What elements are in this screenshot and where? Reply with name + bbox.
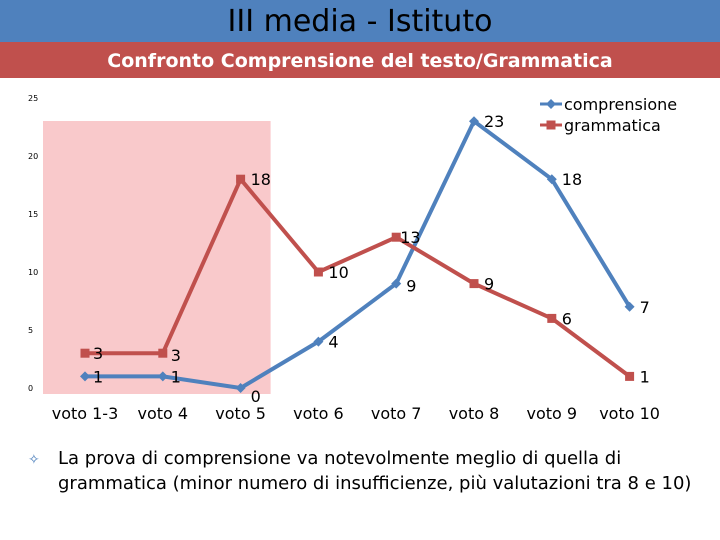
grammatica-data-label: 13 bbox=[400, 228, 420, 247]
grammatica-point bbox=[469, 279, 479, 289]
grammatica-point bbox=[80, 348, 90, 358]
grammatica-point bbox=[236, 174, 246, 184]
comprensione-point bbox=[469, 116, 479, 127]
grammatica-data-label: 10 bbox=[328, 263, 348, 282]
x-tick-label: voto 4 bbox=[138, 404, 189, 423]
x-tick-label: voto 6 bbox=[293, 404, 344, 423]
comprensione-line bbox=[85, 119, 632, 390]
grammatica-point bbox=[547, 313, 557, 323]
y-tick-label: 10 bbox=[28, 268, 38, 277]
x-tick-label: voto 5 bbox=[215, 404, 266, 423]
legend-label: grammatica bbox=[564, 116, 661, 135]
comprensione-point bbox=[157, 371, 168, 382]
x-tick-label: voto 10 bbox=[599, 404, 660, 423]
comprensione-point bbox=[391, 278, 402, 289]
comprensione-data-label: 23 bbox=[484, 112, 504, 131]
grammatica-point bbox=[625, 371, 635, 381]
grammatica-data-label: 9 bbox=[484, 275, 494, 294]
subtitle-band bbox=[0, 42, 720, 78]
grammatica-data-label: 1 bbox=[640, 367, 650, 386]
y-tick-label: 25 bbox=[28, 94, 38, 103]
x-tick-label: voto 9 bbox=[527, 404, 578, 423]
grammatica-data-label: 3 bbox=[171, 346, 181, 365]
y-tick-label: 5 bbox=[28, 326, 33, 335]
highlight-region bbox=[43, 121, 271, 394]
bullet-point: ✧ La prova di comprensione va notevolmen… bbox=[28, 446, 698, 496]
comprensione-data-label: 1 bbox=[171, 367, 181, 386]
y-tick-label: 0 bbox=[28, 384, 33, 393]
comprensione-data-label: 4 bbox=[328, 333, 338, 352]
comprensione-point bbox=[546, 174, 557, 185]
legend-marker bbox=[546, 120, 556, 130]
y-tick-label: 20 bbox=[28, 152, 38, 161]
grammatica-data-label: 3 bbox=[93, 344, 103, 363]
grammatica-point bbox=[313, 267, 323, 277]
comprensione-point bbox=[313, 336, 324, 347]
comprensione-data-label: 18 bbox=[562, 170, 582, 189]
grammatica-point bbox=[158, 348, 168, 358]
x-tick-label: voto 7 bbox=[371, 404, 422, 423]
grammatica-data-label: 18 bbox=[251, 170, 271, 189]
x-tick-label: voto 1-3 bbox=[52, 404, 119, 423]
x-tick-label: voto 8 bbox=[449, 404, 500, 423]
grammatica-data-label: 6 bbox=[562, 309, 572, 328]
comprensione-point bbox=[235, 383, 246, 393]
comprensione-data-label: 9 bbox=[406, 277, 416, 296]
comprensione-data-label: 0 bbox=[251, 387, 261, 406]
legend-label: comprensione bbox=[564, 95, 677, 114]
grammatica-line bbox=[85, 177, 631, 379]
slide-subtitle: Confronto Comprensione del testo/Grammat… bbox=[107, 50, 613, 72]
bullet-icon: ✧ bbox=[28, 452, 40, 468]
comprensione-data-label: 7 bbox=[640, 298, 650, 317]
grammatica-point bbox=[391, 232, 401, 242]
comprensione-data-label: 1 bbox=[93, 367, 103, 386]
slide-title: III media - Istituto bbox=[0, 0, 720, 42]
y-tick-label: 15 bbox=[28, 210, 38, 219]
bullet-text: La prova di comprensione va notevolmente… bbox=[58, 448, 692, 494]
legend-marker bbox=[546, 99, 556, 109]
comprensione-point bbox=[624, 301, 635, 312]
comprensione-point bbox=[80, 371, 90, 382]
